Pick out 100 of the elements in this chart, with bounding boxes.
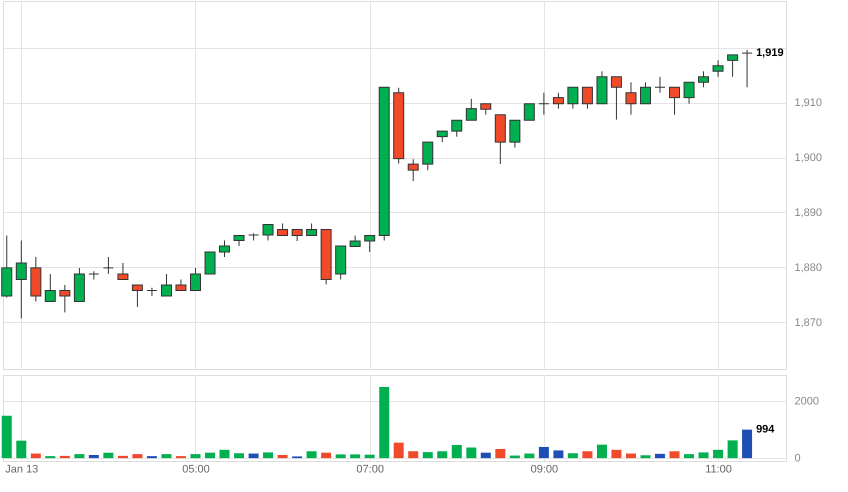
bar <box>306 451 317 458</box>
bar <box>626 454 636 458</box>
candlestick <box>640 82 652 104</box>
candlestick <box>218 240 230 258</box>
candlestick <box>524 103 535 121</box>
candlestick <box>59 284 70 313</box>
bar <box>234 453 244 458</box>
bar <box>74 454 84 458</box>
candlestick <box>727 54 738 78</box>
candlestick <box>350 235 361 248</box>
candlestick <box>684 82 695 104</box>
y-tick-label: 1,880 <box>794 262 822 274</box>
bar <box>538 446 549 458</box>
candlestick <box>44 273 56 302</box>
candlestick <box>234 235 245 246</box>
candlestick <box>552 92 564 110</box>
bar <box>654 454 665 458</box>
bar <box>422 452 433 458</box>
candlestick <box>132 284 143 308</box>
bar <box>161 454 172 458</box>
bar <box>611 450 622 458</box>
bar <box>698 452 709 458</box>
candlestick <box>625 82 636 116</box>
candlestick <box>698 70 710 88</box>
candlestick <box>610 76 622 120</box>
candlestick <box>669 86 680 116</box>
y-tick-label: 2000 <box>794 395 819 408</box>
bar <box>742 430 752 458</box>
bar <box>553 450 564 458</box>
bar <box>248 454 259 458</box>
candlestick <box>277 222 288 236</box>
candlestick <box>306 222 318 236</box>
bar <box>568 453 578 458</box>
bar <box>408 451 418 458</box>
bar <box>582 451 592 458</box>
bar <box>350 454 360 458</box>
bar <box>684 454 694 458</box>
candlestick <box>436 130 448 143</box>
y-tick-label: 1,910 <box>794 97 822 110</box>
y-tick-label: 1,870 <box>794 316 822 329</box>
bar <box>728 440 738 458</box>
candlestick <box>408 158 419 182</box>
candlestick <box>712 60 724 78</box>
candlestick <box>480 103 492 116</box>
candlestick <box>146 287 158 296</box>
candlestick <box>582 86 593 110</box>
y-tick-label: 0 <box>794 452 801 465</box>
x-tick-label: Jan 13 <box>5 464 38 476</box>
bar <box>205 452 216 458</box>
bar <box>510 456 520 458</box>
bar <box>30 454 41 458</box>
candlestick <box>292 228 303 242</box>
annotation: 1,919 <box>756 47 784 60</box>
candlestick <box>567 86 578 110</box>
bar <box>219 450 230 458</box>
bar <box>713 450 724 458</box>
x-tick-label: 07:00 <box>356 464 384 476</box>
bar <box>16 440 26 458</box>
candlestick <box>88 270 100 280</box>
bar <box>452 444 462 458</box>
candlestick <box>509 120 520 148</box>
candlestick <box>466 98 477 121</box>
x-tick-label: 05:00 <box>182 464 210 476</box>
candlestick <box>204 252 216 274</box>
candlestick <box>160 273 172 296</box>
bar <box>2 416 12 458</box>
x-tick-label: 09:00 <box>530 464 558 476</box>
candlestick <box>422 142 434 171</box>
bar <box>364 454 375 458</box>
bar <box>596 444 607 458</box>
bar <box>190 454 200 458</box>
bar <box>379 387 390 458</box>
candlestick <box>16 240 27 319</box>
bar <box>437 451 448 458</box>
bar <box>495 448 506 458</box>
bar <box>278 454 288 458</box>
candlestick <box>538 92 550 116</box>
bar <box>670 451 680 458</box>
candlestick <box>190 267 201 291</box>
bar <box>336 454 346 458</box>
y-tick-label: 1,900 <box>794 152 822 164</box>
bar <box>263 452 274 458</box>
bar <box>88 454 99 458</box>
candlestick <box>117 262 128 280</box>
candlestick <box>175 278 186 291</box>
bar <box>394 442 404 458</box>
y-tick-label: 1,890 <box>794 206 822 219</box>
bar <box>466 448 476 458</box>
candlestick <box>262 224 274 241</box>
bar <box>480 452 491 458</box>
bar <box>103 452 114 458</box>
candlestick <box>102 256 114 274</box>
annotation: 994 <box>756 424 776 436</box>
candlestick <box>742 49 753 88</box>
bar <box>132 454 142 458</box>
candlestick <box>451 120 462 138</box>
bar <box>524 454 534 458</box>
bar <box>321 452 332 458</box>
x-tick-label: 11:00 <box>705 464 732 476</box>
candlestick <box>364 235 376 253</box>
